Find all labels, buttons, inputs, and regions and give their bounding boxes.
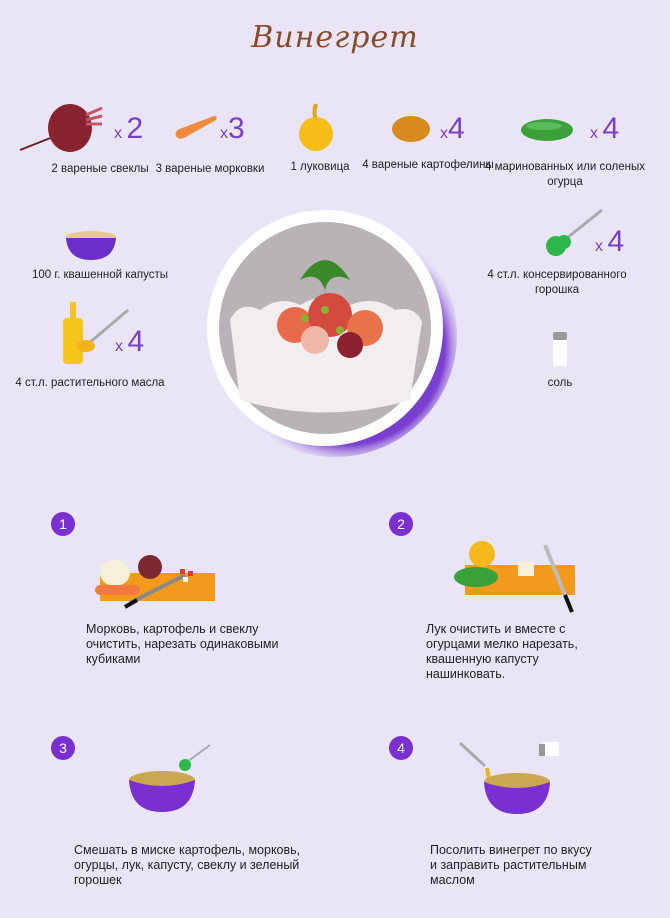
ingredient-label: 4 ст.л. растительного масла [15,377,165,389]
dressing-bowl-illustration [458,741,559,814]
page-title: Винегрет [251,20,419,55]
step-badge: 1 [51,512,75,536]
ingredient-qty: x 4 [595,225,625,258]
peas-spoon-icon [546,208,603,256]
beet-icon [19,104,103,152]
salt-shaker-icon [553,332,567,366]
step-text: Морковь, картофель и свеклу очистить, на… [86,622,279,666]
ingredient-label: 1 луковица [290,161,350,173]
ingredient-label: 4 маринованных или соленых огурца [485,161,645,188]
step-badge: 4 [389,736,413,760]
step-badge: 2 [389,512,413,536]
ingredient-qty: x 4 [115,325,145,358]
ingredient-label: 100 г. квашенной капусты [31,269,169,281]
step-badge: 3 [51,736,75,760]
step-text: Лук очистить и вместе с огурцами мелко н… [426,622,578,681]
sauerkraut-bowl-icon [66,231,116,260]
step-text: Смешать в миске картофель, морковь, огур… [74,843,301,887]
cucumber-icon [521,119,573,141]
ingredient-label: 4 ст.л. консервированного горошка [487,269,627,296]
ingredient-label: 3 вареные морковки [155,163,265,175]
onion-icon [299,103,333,151]
cutting-board-illustration [95,555,215,609]
ingredient-qty: x 4 [590,112,620,145]
vinaigrette-photo [207,210,457,457]
cutting-board-illustration [454,541,575,613]
oil-bottle-icon [63,302,129,364]
mixing-bowl-illustration [129,744,211,812]
ingredient-label: соль [547,377,573,389]
ingredient-qty: x4 [440,112,465,145]
carrot-icon [175,116,217,139]
potato-icon [392,116,430,142]
step-text: Посолить винегрет по вкусу и заправить р… [430,843,592,887]
ingredient-label: 2 вареные свеклы [51,163,149,175]
ingredient-qty: x3 [220,112,245,145]
ingredient-qty: x 2 [114,112,144,145]
ingredient-label: 4 вареные картофелины [362,159,494,171]
